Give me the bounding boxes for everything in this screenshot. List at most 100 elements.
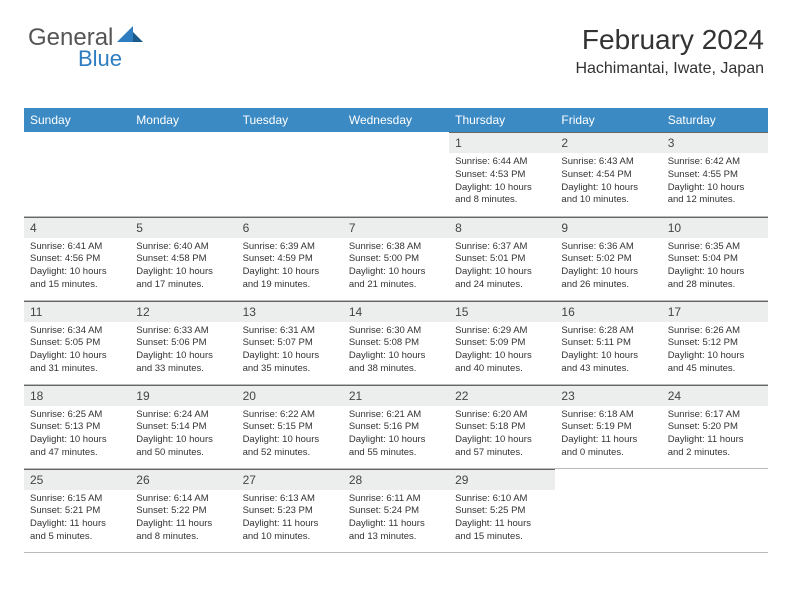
- day-number: 26: [130, 469, 236, 490]
- calendar-day-cell: 1Sunrise: 6:44 AMSunset: 4:53 PMDaylight…: [449, 132, 555, 216]
- location-text: Hachimantai, Iwate, Japan: [575, 60, 764, 78]
- weekday-header: Thursday: [449, 108, 555, 132]
- day-details: Sunrise: 6:14 AMSunset: 5:22 PMDaylight:…: [130, 490, 236, 548]
- day-details: Sunrise: 6:31 AMSunset: 5:07 PMDaylight:…: [237, 322, 343, 380]
- day-details: Sunrise: 6:42 AMSunset: 4:55 PMDaylight:…: [662, 153, 768, 211]
- weekday-header: Friday: [555, 108, 661, 132]
- day-details: Sunrise: 6:43 AMSunset: 4:54 PMDaylight:…: [555, 153, 661, 211]
- day-number: 15: [449, 301, 555, 322]
- day-details: Sunrise: 6:22 AMSunset: 5:15 PMDaylight:…: [237, 406, 343, 464]
- calendar-day-cell: 15Sunrise: 6:29 AMSunset: 5:09 PMDayligh…: [449, 300, 555, 384]
- calendar-day-cell: [343, 132, 449, 216]
- calendar-day-cell: 16Sunrise: 6:28 AMSunset: 5:11 PMDayligh…: [555, 300, 661, 384]
- weekday-header: Saturday: [662, 108, 768, 132]
- day-details: Sunrise: 6:13 AMSunset: 5:23 PMDaylight:…: [237, 490, 343, 548]
- calendar-day-cell: [24, 132, 130, 216]
- day-details: Sunrise: 6:30 AMSunset: 5:08 PMDaylight:…: [343, 322, 449, 380]
- calendar-week-row: 4Sunrise: 6:41 AMSunset: 4:56 PMDaylight…: [24, 216, 768, 300]
- calendar-day-cell: 24Sunrise: 6:17 AMSunset: 5:20 PMDayligh…: [662, 384, 768, 468]
- day-number: 7: [343, 217, 449, 238]
- day-details: Sunrise: 6:41 AMSunset: 4:56 PMDaylight:…: [24, 238, 130, 296]
- day-number: 29: [449, 469, 555, 490]
- day-number: 18: [24, 385, 130, 406]
- calendar-day-cell: [237, 132, 343, 216]
- day-number: 21: [343, 385, 449, 406]
- day-details: Sunrise: 6:34 AMSunset: 5:05 PMDaylight:…: [24, 322, 130, 380]
- day-details: Sunrise: 6:21 AMSunset: 5:16 PMDaylight:…: [343, 406, 449, 464]
- day-number: 23: [555, 385, 661, 406]
- day-number: 24: [662, 385, 768, 406]
- day-details: Sunrise: 6:37 AMSunset: 5:01 PMDaylight:…: [449, 238, 555, 296]
- calendar-day-cell: 29Sunrise: 6:10 AMSunset: 5:25 PMDayligh…: [449, 468, 555, 552]
- calendar-day-cell: 19Sunrise: 6:24 AMSunset: 5:14 PMDayligh…: [130, 384, 236, 468]
- calendar-day-cell: 11Sunrise: 6:34 AMSunset: 5:05 PMDayligh…: [24, 300, 130, 384]
- calendar-day-cell: 14Sunrise: 6:30 AMSunset: 5:08 PMDayligh…: [343, 300, 449, 384]
- day-number: 13: [237, 301, 343, 322]
- calendar-week-row: 1Sunrise: 6:44 AMSunset: 4:53 PMDaylight…: [24, 132, 768, 216]
- day-number: 5: [130, 217, 236, 238]
- day-number: 25: [24, 469, 130, 490]
- day-details: Sunrise: 6:17 AMSunset: 5:20 PMDaylight:…: [662, 406, 768, 464]
- logo-triangle-icon: [117, 26, 143, 42]
- weekday-header: Sunday: [24, 108, 130, 132]
- weekday-header-row: Sunday Monday Tuesday Wednesday Thursday…: [24, 108, 768, 132]
- calendar-day-cell: 21Sunrise: 6:21 AMSunset: 5:16 PMDayligh…: [343, 384, 449, 468]
- day-details: Sunrise: 6:33 AMSunset: 5:06 PMDaylight:…: [130, 322, 236, 380]
- day-number: 14: [343, 301, 449, 322]
- day-number: 1: [449, 132, 555, 153]
- calendar-day-cell: 10Sunrise: 6:35 AMSunset: 5:04 PMDayligh…: [662, 216, 768, 300]
- calendar-week-row: 11Sunrise: 6:34 AMSunset: 5:05 PMDayligh…: [24, 300, 768, 384]
- weekday-header: Monday: [130, 108, 236, 132]
- day-details: Sunrise: 6:38 AMSunset: 5:00 PMDaylight:…: [343, 238, 449, 296]
- calendar-day-cell: 18Sunrise: 6:25 AMSunset: 5:13 PMDayligh…: [24, 384, 130, 468]
- calendar-day-cell: 27Sunrise: 6:13 AMSunset: 5:23 PMDayligh…: [237, 468, 343, 552]
- calendar-table: Sunday Monday Tuesday Wednesday Thursday…: [24, 108, 768, 553]
- day-details: Sunrise: 6:35 AMSunset: 5:04 PMDaylight:…: [662, 238, 768, 296]
- day-details: Sunrise: 6:10 AMSunset: 5:25 PMDaylight:…: [449, 490, 555, 548]
- calendar-day-cell: [555, 468, 661, 552]
- day-number: 12: [130, 301, 236, 322]
- day-number: 16: [555, 301, 661, 322]
- weekday-header: Tuesday: [237, 108, 343, 132]
- day-number: 6: [237, 217, 343, 238]
- calendar-day-cell: 2Sunrise: 6:43 AMSunset: 4:54 PMDaylight…: [555, 132, 661, 216]
- calendar-day-cell: 25Sunrise: 6:15 AMSunset: 5:21 PMDayligh…: [24, 468, 130, 552]
- day-details: Sunrise: 6:26 AMSunset: 5:12 PMDaylight:…: [662, 322, 768, 380]
- calendar-day-cell: 17Sunrise: 6:26 AMSunset: 5:12 PMDayligh…: [662, 300, 768, 384]
- calendar-day-cell: 7Sunrise: 6:38 AMSunset: 5:00 PMDaylight…: [343, 216, 449, 300]
- day-details: Sunrise: 6:15 AMSunset: 5:21 PMDaylight:…: [24, 490, 130, 548]
- calendar-day-cell: [130, 132, 236, 216]
- calendar-day-cell: 4Sunrise: 6:41 AMSunset: 4:56 PMDaylight…: [24, 216, 130, 300]
- calendar-day-cell: 6Sunrise: 6:39 AMSunset: 4:59 PMDaylight…: [237, 216, 343, 300]
- day-details: Sunrise: 6:28 AMSunset: 5:11 PMDaylight:…: [555, 322, 661, 380]
- day-details: Sunrise: 6:11 AMSunset: 5:24 PMDaylight:…: [343, 490, 449, 548]
- calendar-day-cell: 9Sunrise: 6:36 AMSunset: 5:02 PMDaylight…: [555, 216, 661, 300]
- calendar-day-cell: 13Sunrise: 6:31 AMSunset: 5:07 PMDayligh…: [237, 300, 343, 384]
- day-number: 4: [24, 217, 130, 238]
- day-number: 8: [449, 217, 555, 238]
- day-number: 17: [662, 301, 768, 322]
- header: February 2024 Hachimantai, Iwate, Japan: [575, 24, 764, 78]
- day-details: Sunrise: 6:20 AMSunset: 5:18 PMDaylight:…: [449, 406, 555, 464]
- day-number: 11: [24, 301, 130, 322]
- day-number: 22: [449, 385, 555, 406]
- page-title: February 2024: [575, 24, 764, 56]
- day-number: 9: [555, 217, 661, 238]
- day-number: 20: [237, 385, 343, 406]
- calendar-day-cell: 20Sunrise: 6:22 AMSunset: 5:15 PMDayligh…: [237, 384, 343, 468]
- calendar-day-cell: 8Sunrise: 6:37 AMSunset: 5:01 PMDaylight…: [449, 216, 555, 300]
- calendar-day-cell: 22Sunrise: 6:20 AMSunset: 5:18 PMDayligh…: [449, 384, 555, 468]
- day-details: Sunrise: 6:40 AMSunset: 4:58 PMDaylight:…: [130, 238, 236, 296]
- calendar-day-cell: 3Sunrise: 6:42 AMSunset: 4:55 PMDaylight…: [662, 132, 768, 216]
- day-details: Sunrise: 6:18 AMSunset: 5:19 PMDaylight:…: [555, 406, 661, 464]
- day-number: 19: [130, 385, 236, 406]
- logo: General Blue: [28, 24, 143, 52]
- calendar-day-cell: 28Sunrise: 6:11 AMSunset: 5:24 PMDayligh…: [343, 468, 449, 552]
- day-details: Sunrise: 6:24 AMSunset: 5:14 PMDaylight:…: [130, 406, 236, 464]
- day-details: Sunrise: 6:36 AMSunset: 5:02 PMDaylight:…: [555, 238, 661, 296]
- calendar-week-row: 25Sunrise: 6:15 AMSunset: 5:21 PMDayligh…: [24, 468, 768, 552]
- day-number: 10: [662, 217, 768, 238]
- calendar-day-cell: 26Sunrise: 6:14 AMSunset: 5:22 PMDayligh…: [130, 468, 236, 552]
- day-details: Sunrise: 6:25 AMSunset: 5:13 PMDaylight:…: [24, 406, 130, 464]
- day-details: Sunrise: 6:44 AMSunset: 4:53 PMDaylight:…: [449, 153, 555, 211]
